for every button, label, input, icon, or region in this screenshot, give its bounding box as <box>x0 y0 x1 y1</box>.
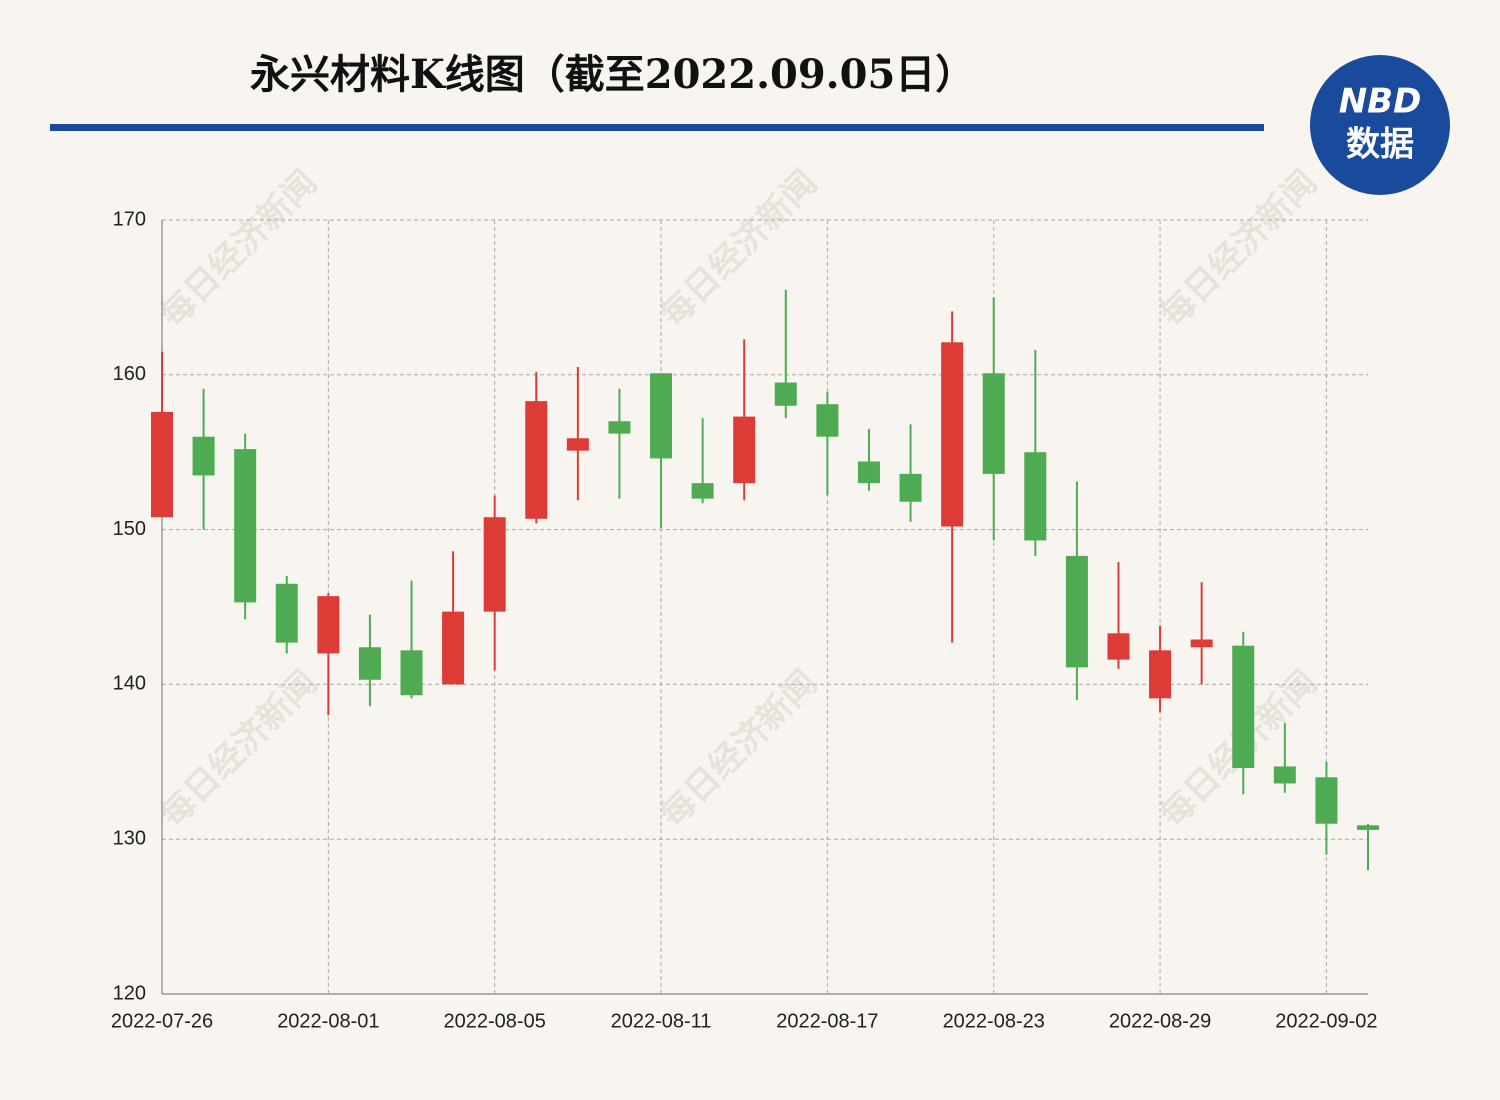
candle-body <box>234 449 257 603</box>
x-tick-label: 2022-08-17 <box>776 1010 878 1032</box>
candle-body <box>1273 766 1296 784</box>
candle-body <box>1065 555 1088 668</box>
candle-body <box>192 436 215 476</box>
candle-body <box>899 473 922 502</box>
candle-body <box>857 461 880 484</box>
title-rule <box>50 124 1264 131</box>
y-tick-label: 130 <box>113 827 146 849</box>
candle-body <box>1357 825 1379 830</box>
y-tick-label: 120 <box>113 982 146 1004</box>
candle-body <box>483 517 506 612</box>
candle-body <box>733 416 756 484</box>
y-tick-label: 160 <box>113 363 146 385</box>
candle-body <box>442 611 465 685</box>
candle-body <box>608 421 631 434</box>
x-tick-label: 2022-09-02 <box>1275 1010 1377 1032</box>
y-tick-label: 140 <box>113 673 146 695</box>
candle-body <box>816 404 839 437</box>
candle-body <box>1024 452 1047 541</box>
chart-title: 永兴材料K线图（截至2022.09.05日） <box>250 51 975 98</box>
candle-body <box>151 411 173 518</box>
candle-body <box>1232 645 1255 768</box>
candle-body <box>275 583 298 643</box>
candle-body <box>317 596 340 654</box>
candle-body <box>774 382 797 406</box>
logo-bottom: 数据 <box>1346 125 1414 165</box>
candle-body <box>400 650 423 696</box>
candle-body <box>982 373 1005 474</box>
x-tick-label: 2022-08-11 <box>611 1010 712 1032</box>
candle-body <box>1190 639 1213 648</box>
candle-body <box>525 401 548 519</box>
x-tick-label: 2022-07-26 <box>111 1010 213 1032</box>
watermark: 每日经济新闻 <box>653 663 826 836</box>
y-tick-label: 150 <box>113 518 146 540</box>
x-tick-label: 2022-08-01 <box>277 1010 379 1032</box>
candle-body <box>358 647 381 680</box>
candle-body <box>691 483 714 499</box>
watermark: 每日经济新闻 <box>653 163 826 336</box>
candle-body <box>1107 633 1130 660</box>
logo-top: NBD <box>1339 82 1422 122</box>
candle-body <box>566 438 589 451</box>
logo-circle <box>1310 55 1450 195</box>
candle-body <box>650 373 673 459</box>
candle-body <box>1149 650 1172 699</box>
y-tick-label: 170 <box>113 208 146 230</box>
watermark: 每日经济新闻 <box>1153 163 1326 336</box>
x-tick-label: 2022-08-05 <box>444 1010 546 1032</box>
x-tick-label: 2022-08-29 <box>1109 1010 1211 1032</box>
x-tick-label: 2022-08-23 <box>943 1010 1045 1032</box>
watermark: 每日经济新闻 <box>153 163 326 336</box>
watermark: 每日经济新闻 <box>153 663 326 836</box>
candle-body <box>941 342 964 527</box>
candle-body <box>1315 777 1338 824</box>
